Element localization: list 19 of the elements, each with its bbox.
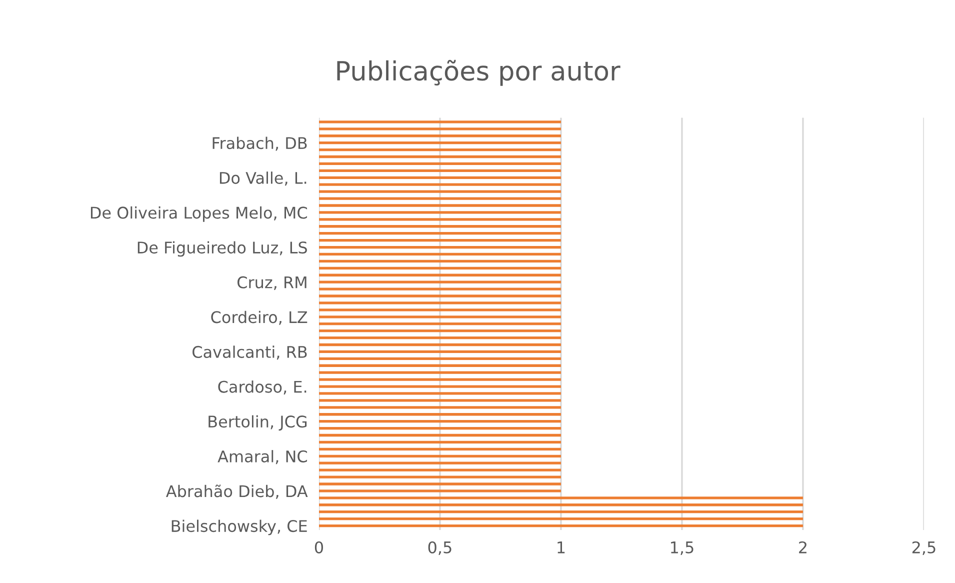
x-tick-label: 0,5 bbox=[428, 541, 452, 556]
y-tick-label: Cardoso, E. bbox=[218, 380, 306, 394]
y-tick-label: Bielschowsky, CE bbox=[172, 520, 307, 536]
y-tick-label: Frabach, DB bbox=[212, 136, 307, 151]
y-tick-label: Do Valle, L. bbox=[220, 172, 306, 186]
x-tick-label: 1,5 bbox=[671, 542, 694, 556]
y-tick-label: Cavalcanti, RB bbox=[192, 346, 307, 360]
chart-title: Publicações por autor bbox=[337, 60, 620, 86]
x-tick-label: 2 bbox=[799, 541, 806, 554]
x-tick-label: 2,5 bbox=[912, 541, 936, 556]
y-tick-label: Amaral, NC bbox=[218, 450, 307, 464]
x-tick-label: 1 bbox=[558, 542, 565, 554]
x-tick-label: 0 bbox=[314, 541, 323, 554]
y-tick-label: De Oliveira Lopes Melo, MC bbox=[90, 206, 307, 222]
y-tick-label: Cruz, RM bbox=[238, 276, 306, 290]
y-tick-label: Bertolin, JCG bbox=[208, 415, 307, 431]
y-tick-label: Abrahão Dieb, DA bbox=[166, 484, 308, 499]
y-tick-label: De Figueiredo Luz, LS bbox=[138, 241, 307, 257]
y-tick-label: Cordeiro, LZ bbox=[211, 310, 308, 325]
